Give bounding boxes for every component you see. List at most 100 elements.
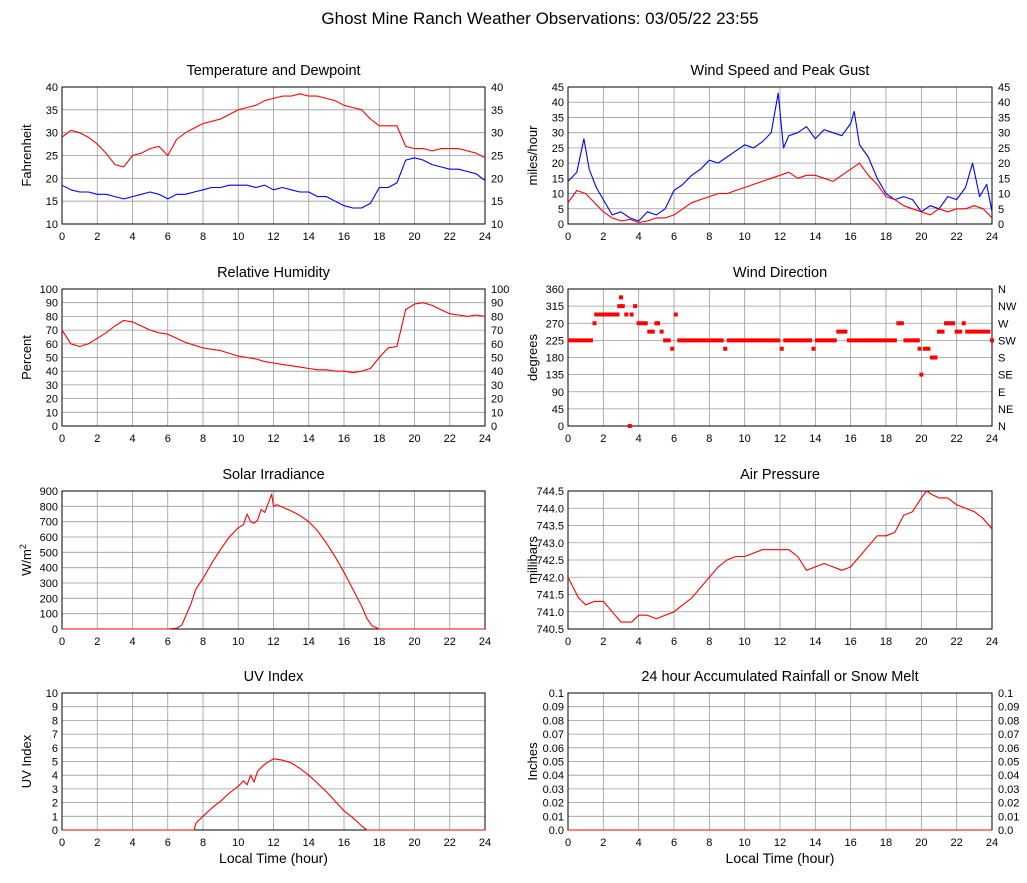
direction-point <box>755 338 760 343</box>
x-tick-label: 10 <box>232 231 244 243</box>
direction-point <box>751 338 756 343</box>
y-tick-label: 100 <box>40 609 58 621</box>
direction-point <box>762 338 767 343</box>
uv-title: UV Index <box>244 669 304 685</box>
x-tick-label: 4 <box>129 433 135 445</box>
y-tick-label: 3 <box>52 784 58 796</box>
direction-point <box>968 329 973 334</box>
pressure-title: Air Pressure <box>740 467 820 483</box>
direction-point <box>619 295 623 300</box>
x-tick-label: 8 <box>706 231 712 243</box>
direction-point <box>691 338 696 343</box>
x-tick-label: 2 <box>94 636 100 648</box>
x-tick-label: 10 <box>739 837 751 849</box>
x-tick-label: 24 <box>479 837 491 849</box>
x-tick-label: 2 <box>600 636 606 648</box>
direction-point <box>772 338 777 343</box>
x-tick-label: 16 <box>845 231 857 243</box>
x-tick-label: 2 <box>94 231 100 243</box>
y-axis-label-text: millibars <box>525 536 540 584</box>
direction-point <box>636 321 641 326</box>
direction-point <box>702 338 707 343</box>
y-right-tick-label: N <box>998 284 1006 296</box>
direction-point <box>954 329 959 334</box>
series-line-blue <box>567 92 993 222</box>
direction-point <box>620 304 625 309</box>
y-tick-label: 0.04 <box>543 770 564 782</box>
y-right-tick-label: 0 <box>998 219 1004 231</box>
series-line-red <box>567 162 993 224</box>
y-axis-label: degrees <box>525 334 540 381</box>
y-tick-label: 0.01 <box>543 811 564 823</box>
x-tick-label: 20 <box>408 837 420 849</box>
direction-point <box>765 338 770 343</box>
x-tick-label: 18 <box>880 231 892 243</box>
y-axis-label-text: degrees <box>525 334 540 381</box>
y-tick-label: 180 <box>546 353 564 365</box>
series-line-red <box>62 758 485 831</box>
direction-point <box>892 338 897 343</box>
direction-point <box>604 312 609 317</box>
x-tick-label: 22 <box>951 837 963 849</box>
x-tick-label: 2 <box>94 433 100 445</box>
direction-point <box>871 338 876 343</box>
y-tick-label: 10 <box>46 688 58 700</box>
direction-point <box>588 338 593 343</box>
direction-point <box>979 329 984 334</box>
x-tick-label: 10 <box>232 636 244 648</box>
x-tick-label: 16 <box>338 636 350 648</box>
y-tick-label: 70 <box>46 325 58 337</box>
x-tick-label: 14 <box>809 837 821 849</box>
direction-point <box>882 338 887 343</box>
y-right-tick-label: 0.1 <box>998 688 1013 700</box>
y-right-tick-label: 25 <box>998 143 1010 155</box>
x-axis-label: Local Time (hour) <box>219 850 328 866</box>
solar-title: Solar Irradiance <box>222 467 324 483</box>
direction-point <box>633 304 638 309</box>
y-tick-label: 0 <box>52 421 58 433</box>
y-tick-label: 2 <box>52 798 58 810</box>
x-tick-label: 2 <box>600 231 606 243</box>
x-tick-label: 12 <box>267 636 279 648</box>
direction-point <box>730 338 735 343</box>
x-tick-label: 2 <box>600 837 606 849</box>
x-tick-label: 6 <box>671 837 677 849</box>
direction-point <box>643 321 648 326</box>
direction-point <box>737 338 742 343</box>
y-right-tick-label: 0.02 <box>998 798 1019 810</box>
direction-point <box>829 338 834 343</box>
x-tick-label: 8 <box>706 433 712 445</box>
y-tick-label: 40 <box>46 366 58 378</box>
x-tick-label: 24 <box>479 636 491 648</box>
direction-point <box>709 338 714 343</box>
x-tick-label: 14 <box>303 433 315 445</box>
direction-point <box>790 338 795 343</box>
direction-point <box>832 338 837 343</box>
plot-frame <box>61 86 486 225</box>
x-tick-label: 20 <box>408 231 420 243</box>
x-tick-label: 14 <box>809 433 821 445</box>
y-right-tick-label: 30 <box>491 128 503 140</box>
x-tick-label: 18 <box>373 433 385 445</box>
x-tick-label: 24 <box>986 433 998 445</box>
y-right-tick-label: 60 <box>491 339 503 351</box>
x-tick-label: 18 <box>373 231 385 243</box>
y-axis-label: miles/hour <box>525 125 540 186</box>
series-line-red <box>61 93 486 168</box>
y-tick-label: 15 <box>46 196 58 208</box>
x-tick-label: 16 <box>338 837 350 849</box>
x-tick-label: 16 <box>845 636 857 648</box>
temp-title: Temperature and Dewpoint <box>186 63 360 79</box>
direction-point <box>843 329 848 334</box>
rain-title: 24 hour Accumulated Rainfall or Snow Mel… <box>641 669 918 685</box>
y-tick-label: 800 <box>40 501 58 513</box>
y-tick-label: 15 <box>552 173 564 185</box>
direction-point <box>958 329 963 334</box>
y-axis-label-superscript: 2 <box>18 544 28 549</box>
direction-point <box>903 338 908 343</box>
y-tick-label: 900 <box>40 486 58 498</box>
y-right-tick-label: 0 <box>491 421 497 433</box>
direction-point <box>926 346 931 351</box>
y-right-tick-label: NW <box>998 301 1017 313</box>
